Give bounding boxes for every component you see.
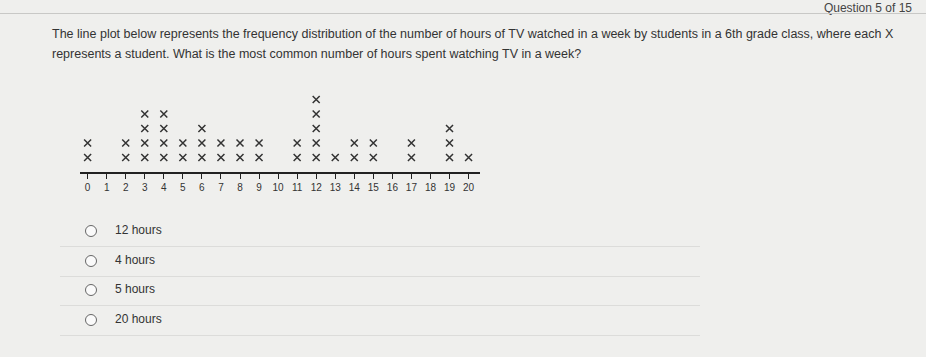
html-text:12 hours: 12 hours bbox=[115, 223, 162, 237]
svg-text:2: 2 bbox=[123, 182, 129, 193]
svg-text:20: 20 bbox=[463, 182, 475, 193]
html-text:4 hours: 4 hours bbox=[115, 252, 155, 267]
svg-text:5: 5 bbox=[180, 182, 186, 193]
html-text:20 hours: 20 hours bbox=[115, 311, 162, 326]
svg-text:17: 17 bbox=[406, 182, 418, 193]
svg-text:18: 18 bbox=[425, 182, 437, 193]
svg-text:9: 9 bbox=[256, 182, 262, 193]
svg-text:15: 15 bbox=[368, 182, 380, 193]
svg-text:6: 6 bbox=[199, 182, 205, 193]
svg-text:4: 4 bbox=[161, 182, 167, 193]
svg-text:16: 16 bbox=[387, 182, 399, 193]
svg-text:14: 14 bbox=[349, 182, 361, 193]
html-text:The line plot below represents: The line plot below represents the frequ… bbox=[52, 27, 894, 61]
svg-text:10: 10 bbox=[273, 182, 285, 193]
svg-text:13: 13 bbox=[330, 182, 342, 193]
svg-text:8: 8 bbox=[237, 182, 243, 193]
svg-text:1: 1 bbox=[104, 182, 110, 193]
svg-text:0: 0 bbox=[85, 182, 91, 193]
svg-text:3: 3 bbox=[142, 182, 148, 193]
svg-text:7: 7 bbox=[218, 182, 224, 193]
svg-text:12: 12 bbox=[311, 182, 323, 193]
svg-text:19: 19 bbox=[444, 182, 456, 193]
svg-text:11: 11 bbox=[292, 182, 303, 193]
html-text:5 hours: 5 hours bbox=[115, 282, 155, 296]
html-text:Question 5 of 15: Question 5 of 15 bbox=[823, 1, 912, 15]
